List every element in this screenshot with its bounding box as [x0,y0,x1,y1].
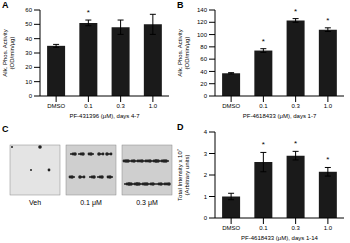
svg-text:30: 30 [25,50,32,56]
svg-text:0.3 μM: 0.3 μM [136,199,158,207]
html-text:B: B [177,0,184,10]
svg-text:PF-4618433 (μM), days 1-14: PF-4618433 (μM), days 1-14 [241,235,318,241]
svg-text:0.3: 0.3 [116,103,125,109]
svg-text:140: 140 [197,7,208,13]
svg-text:3: 3 [204,151,208,157]
html-text:C: C [2,124,9,134]
svg-text:20: 20 [200,81,207,87]
svg-text:PF-431396 (μM), days 4-7: PF-431396 (μM), days 4-7 [69,113,140,119]
svg-text:60: 60 [25,7,32,13]
svg-text:100: 100 [197,32,208,38]
svg-text:DMSO: DMSO [47,103,65,109]
svg-text:0.1: 0.1 [259,103,268,109]
svg-text:0: 0 [29,93,33,99]
svg-text:*: * [294,7,297,16]
svg-text:0: 0 [204,215,208,221]
svg-text:80: 80 [200,44,207,50]
svg-text:40: 40 [200,69,207,75]
svg-text:4: 4 [204,129,208,135]
svg-text:DMSO: DMSO [222,103,240,109]
svg-text:120: 120 [197,19,208,25]
svg-text:10: 10 [25,79,32,85]
svg-text:0.1: 0.1 [84,103,93,109]
svg-text:1: 1 [204,194,208,200]
svg-text:0.1 μM: 0.1 μM [80,199,102,207]
svg-text:*: * [294,139,297,148]
svg-text:Alk. Phos. Activity(OD/min/μg): Alk. Phos. Activity(OD/min/μg) [177,29,190,76]
svg-text:2: 2 [204,172,208,178]
svg-text:0.1: 0.1 [259,225,268,231]
svg-text:0.3: 0.3 [291,225,300,231]
svg-text:PF-4618433 (μM), days 1-7: PF-4618433 (μM), days 1-7 [243,113,317,119]
svg-text:Alk. Phos. Activity(OD/min/μg): Alk. Phos. Activity(OD/min/μg) [8,29,15,76]
html-text:D: D [177,122,184,132]
svg-text:1.0: 1.0 [324,103,333,109]
svg-text:60: 60 [200,56,207,62]
svg-text:0: 0 [204,93,208,99]
svg-text:1.0: 1.0 [149,103,158,109]
svg-text:*: * [262,37,265,46]
svg-text:*: * [262,140,265,149]
svg-text:Total Intensity x 10⁷(Arbitrar: Total Intensity x 10⁷(Arbitrary units) [177,149,190,201]
svg-text:50: 50 [25,21,32,27]
svg-text:*: * [87,8,90,17]
svg-text:1.0: 1.0 [324,225,333,231]
svg-text:0.3: 0.3 [291,103,300,109]
svg-text:40: 40 [25,36,32,42]
svg-text:*: * [326,16,329,25]
svg-text:*: * [326,155,329,164]
svg-text:20: 20 [25,64,32,70]
svg-text:DMSO: DMSO [222,225,240,231]
svg-text:Veh: Veh [29,199,41,206]
html-text:A: A [2,0,9,10]
